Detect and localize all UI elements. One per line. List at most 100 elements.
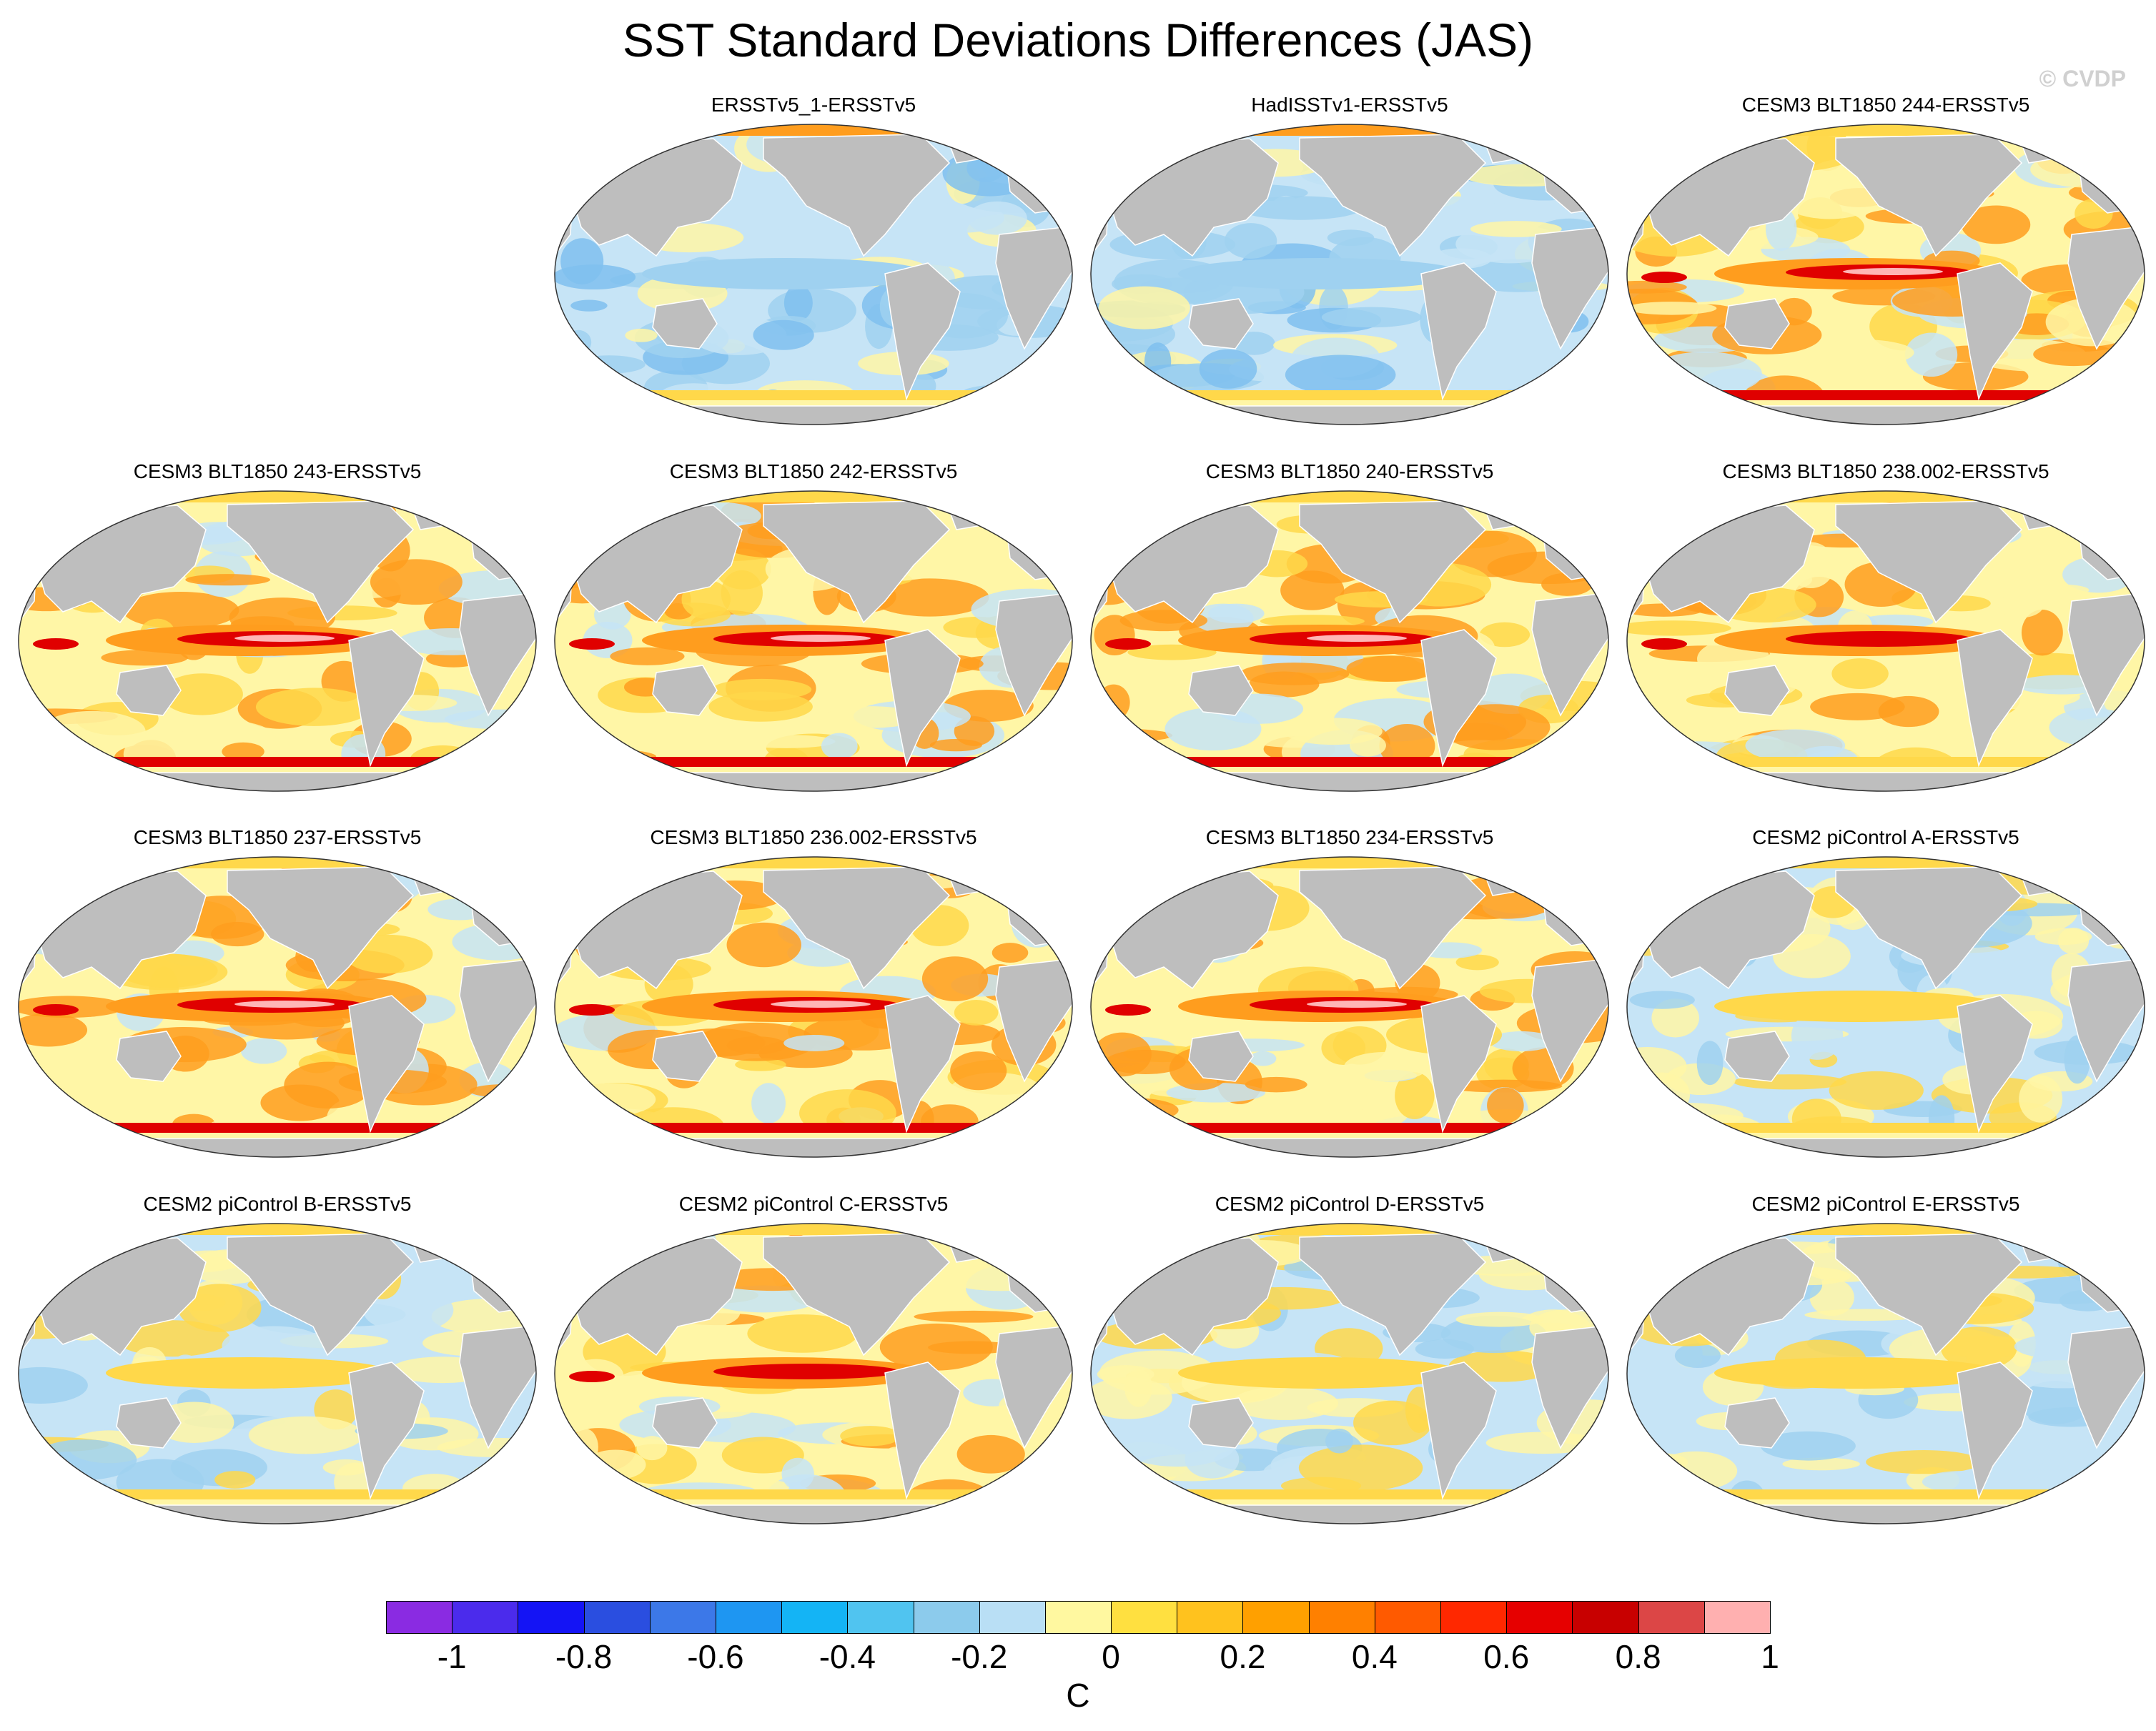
anomaly-patch xyxy=(222,1326,327,1366)
colorbar-cell xyxy=(583,1601,651,1634)
anomaly-patch xyxy=(967,201,1027,235)
anomaly-patch xyxy=(708,1285,819,1313)
map-outline xyxy=(1090,124,1609,425)
arctic-band xyxy=(1627,857,2145,868)
map-svg xyxy=(1626,124,2145,425)
anomaly-patch xyxy=(2087,1100,2131,1121)
anomaly-patch xyxy=(591,1109,640,1133)
arctic-band xyxy=(1091,491,1608,502)
anomaly-patch xyxy=(783,1034,845,1051)
map-outline xyxy=(1090,1223,1609,1524)
map-svg xyxy=(1626,856,2145,1158)
colorbar-tick-label: 0.6 xyxy=(1483,1638,1530,1675)
colorbar-cell xyxy=(847,1601,914,1634)
world-map-panel xyxy=(1621,120,2150,429)
panel-title: CESM2 piControl D-ERSSTv5 xyxy=(1215,1193,1485,1215)
southern-ocean-band xyxy=(1091,1489,1608,1499)
anomaly-patch xyxy=(101,650,188,666)
landmass xyxy=(763,1233,951,1356)
anomaly-patch xyxy=(1627,620,1731,636)
anomaly-patch xyxy=(1782,1457,1860,1471)
landmass xyxy=(1724,298,1790,349)
colorbar-tick-label: 0.8 xyxy=(1615,1638,1661,1675)
map-svg xyxy=(18,490,537,792)
equatorial-peak xyxy=(234,635,335,642)
southern-ocean-band xyxy=(1091,390,1608,400)
anomaly-patch xyxy=(1998,593,2044,618)
colorbar-tick-label: -0.2 xyxy=(951,1638,1008,1675)
landmass xyxy=(1299,500,1487,624)
anomaly-patch xyxy=(573,355,646,374)
equatorial-pacific-band xyxy=(1714,991,2000,1022)
anomaly-patch xyxy=(119,953,218,988)
anomaly-patch xyxy=(1488,1031,1555,1051)
anomaly-patch xyxy=(1346,655,1436,682)
landmass xyxy=(1091,1504,1608,1524)
landmass xyxy=(555,405,1072,425)
arctic-band xyxy=(555,1224,1072,1235)
colorbar-cell xyxy=(518,1601,585,1634)
map-svg xyxy=(1090,490,1609,792)
world-map-panel xyxy=(549,853,1078,1161)
anomaly-patch xyxy=(985,127,1069,172)
anomaly-patch xyxy=(625,328,658,342)
anomaly-patch xyxy=(1829,1071,1924,1110)
colorbar-cell xyxy=(386,1601,453,1634)
anomaly-patch xyxy=(590,871,638,900)
anomaly-patch xyxy=(1245,1076,1307,1093)
anomaly-patch xyxy=(565,329,592,355)
anomaly-patch xyxy=(1344,1051,1428,1082)
landmass xyxy=(1835,866,2023,990)
map-outline xyxy=(1090,856,1609,1158)
arctic-band xyxy=(1627,1224,2145,1235)
arctic-band xyxy=(1091,1224,1608,1235)
colorbar-cell xyxy=(1242,1601,1310,1634)
anomaly-patch xyxy=(1627,302,1717,315)
landmass xyxy=(884,629,961,768)
landmass xyxy=(348,995,425,1134)
landmass xyxy=(1188,1031,1254,1082)
landmass xyxy=(1724,1397,1790,1449)
panel-title: HadISSTv1-ERSSTv5 xyxy=(1251,94,1448,116)
figure-title: SST Standard Deviations Differences (JAS… xyxy=(622,14,1534,66)
equatorial-peak xyxy=(771,1001,871,1008)
landmass xyxy=(1957,1362,2033,1500)
anomaly-patch xyxy=(1321,1031,1366,1065)
landmass xyxy=(348,1362,425,1500)
arctic-band xyxy=(19,491,536,502)
anomaly-patch xyxy=(1455,954,1499,971)
southern-ocean-band xyxy=(1091,1123,1608,1133)
anomaly-patch xyxy=(574,514,603,546)
anomaly-patch xyxy=(2019,1381,2091,1424)
anomaly-patch xyxy=(928,1341,1016,1354)
world-map-panel xyxy=(13,487,542,795)
landmass xyxy=(884,262,961,401)
colorbar-cell xyxy=(1572,1601,1639,1634)
anomaly-patch xyxy=(2035,1454,2143,1492)
anomaly-patch xyxy=(469,866,518,911)
panel-title: CESM2 piControl E-ERSSTv5 xyxy=(1751,1193,2020,1215)
southern-ocean-band xyxy=(1627,1499,2145,1505)
map-outline xyxy=(18,856,537,1158)
anomaly-patch xyxy=(2049,708,2136,747)
colorbar-cell xyxy=(1506,1601,1573,1634)
landmass xyxy=(1091,1138,1608,1157)
southern-ocean-band xyxy=(555,767,1072,773)
arctic-band xyxy=(19,1224,536,1235)
panel-title: CESM3 BLT1850 240-ERSSTv5 xyxy=(1205,460,1494,482)
anomaly-patch xyxy=(559,871,617,918)
anomaly-patch xyxy=(1633,1072,1691,1117)
anomaly-patch xyxy=(708,691,813,722)
landmass xyxy=(1091,405,1608,425)
anomaly-patch xyxy=(1238,196,1363,220)
landmass xyxy=(1299,1233,1487,1356)
landmass xyxy=(1627,405,2145,425)
colorbar-tick-label: 0.4 xyxy=(1351,1638,1398,1675)
colorbar-cell xyxy=(1111,1601,1178,1634)
southern-ocean-band xyxy=(1627,757,2145,767)
anomaly-patch xyxy=(1455,1311,1544,1327)
indian-ocean-hotspot xyxy=(1105,638,1151,650)
world-map-panel xyxy=(549,120,1078,429)
anomaly-patch xyxy=(781,1457,814,1490)
world-map-panel xyxy=(1621,853,2150,1161)
